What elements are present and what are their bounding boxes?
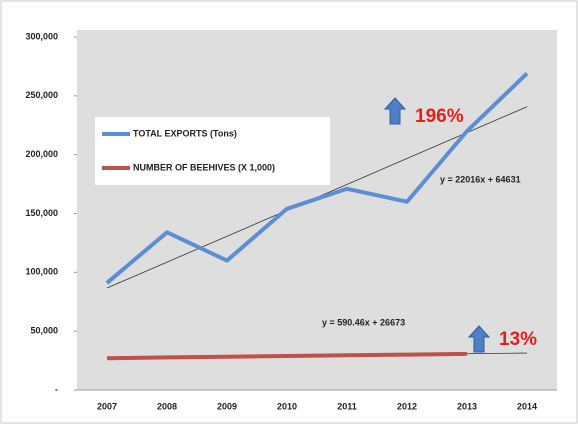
x-tick-label: 2012 (397, 401, 417, 411)
y-tick-label: 200,000 (25, 149, 58, 159)
legend-label: NUMBER OF BEEHIVES (X 1,000) (133, 162, 275, 172)
y-tick-label: 50,000 (30, 326, 58, 336)
trendline-label: y = 590.46x + 26673 (322, 317, 405, 327)
y-tick-label: 300,000 (25, 31, 58, 41)
annotation: 196% (415, 106, 464, 127)
series-line (106, 351, 468, 361)
x-tick-label: 2013 (457, 401, 477, 411)
y-tick-label: 250,000 (25, 90, 58, 100)
x-tick-label: 2011 (337, 401, 357, 411)
x-tick-label: 2009 (217, 401, 237, 411)
y-tick-label: 100,000 (25, 267, 58, 277)
legend-box (95, 117, 330, 185)
y-tick-label: 150,000 (25, 208, 58, 218)
y-tick-label: - (55, 384, 58, 394)
series-line (105, 72, 529, 285)
annotation: 13% (499, 329, 537, 350)
x-tick-label: 2007 (97, 401, 117, 411)
x-tick-label: 2008 (157, 401, 177, 411)
up-arrow (383, 97, 407, 125)
legend-label: TOTAL EXPORTS (Tons) (133, 128, 237, 138)
up-arrow (467, 325, 491, 353)
trendline-label: y = 22016x + 64631 (440, 174, 521, 184)
x-tick-label: 2010 (277, 401, 297, 411)
x-tick-label: 2014 (517, 401, 537, 411)
